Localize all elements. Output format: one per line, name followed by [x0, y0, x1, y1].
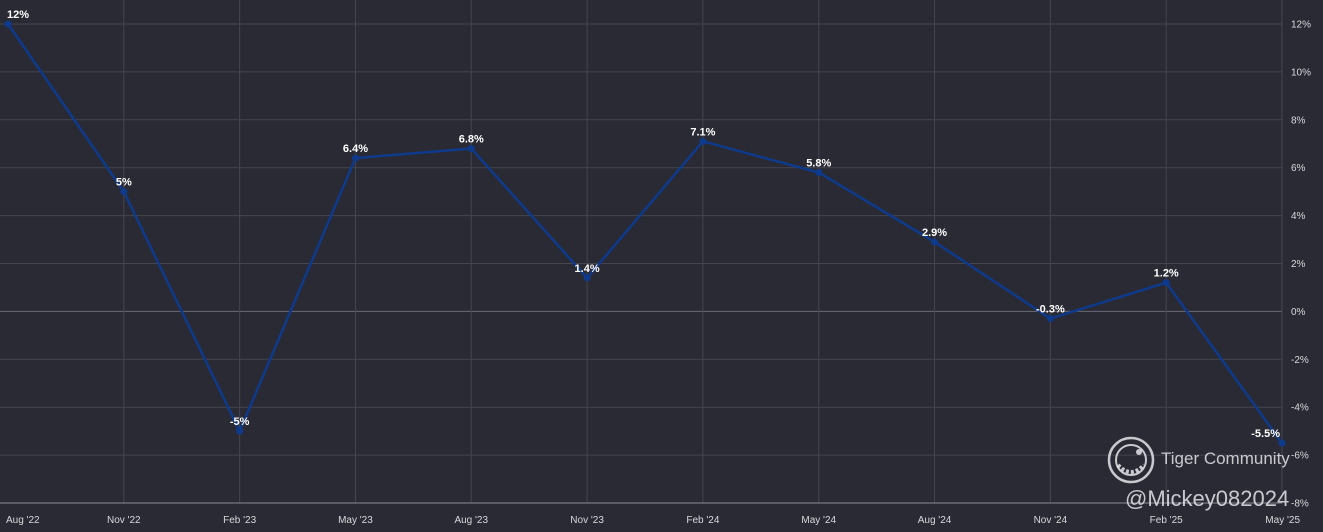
x-tick-label: Aug '22	[6, 515, 40, 526]
data-point[interactable]	[120, 188, 128, 196]
data-label: 5%	[116, 177, 132, 189]
x-tick-label: Nov '23	[570, 515, 604, 526]
data-point[interactable]	[699, 137, 707, 145]
watermark-brand: Tiger Community	[1161, 449, 1290, 468]
grid	[0, 0, 1283, 504]
series-line	[6, 23, 1284, 444]
data-label: 5.8%	[806, 157, 831, 169]
x-tick-label: May '25	[1265, 515, 1300, 526]
y-tick-label: 4%	[1291, 211, 1306, 222]
y-tick-label: 6%	[1291, 163, 1306, 174]
data-label: -5%	[230, 416, 250, 428]
x-tick-label: Aug '24	[918, 515, 952, 526]
x-tick-label: Nov '24	[1034, 515, 1068, 526]
x-tick-label: Nov '22	[107, 515, 141, 526]
x-tick-label: Feb '25	[1150, 515, 1183, 526]
y-tick-label: 12%	[1291, 20, 1311, 31]
data-point[interactable]	[351, 154, 359, 162]
data-labels: 12% 5% -5% 6.4% 6.8% 1.4% 7.1% 5.8% 2.9% -0.3% 1.2…	[7, 9, 1280, 440]
data-point[interactable]	[815, 168, 823, 176]
data-label: 6.8%	[459, 134, 484, 146]
x-tick-label: May '23	[338, 515, 373, 526]
x-tick-label: Feb '23	[223, 515, 256, 526]
data-label: 7.1%	[690, 126, 715, 138]
data-point[interactable]	[236, 427, 244, 435]
data-point[interactable]	[1046, 315, 1054, 323]
x-tick-label: May '24	[801, 515, 836, 526]
y-tick-label: -4%	[1291, 403, 1309, 414]
tiger-logo-icon	[1107, 436, 1155, 484]
data-label: -0.3%	[1036, 304, 1065, 316]
y-axis: 12% 10% 8% 6% 4% 2% 0% -2% -4% -6% -8%	[1291, 20, 1311, 510]
y-tick-label: -8%	[1291, 499, 1309, 510]
data-point[interactable]	[1162, 279, 1170, 287]
x-tick-label: Feb '24	[686, 515, 719, 526]
data-label: 6.4%	[343, 143, 368, 155]
data-label: 1.2%	[1154, 268, 1179, 280]
data-point[interactable]	[467, 145, 475, 153]
y-tick-label: 8%	[1291, 115, 1306, 126]
data-label: 1.4%	[575, 263, 600, 275]
y-tick-label: 10%	[1291, 67, 1311, 78]
y-tick-label: -6%	[1291, 451, 1309, 462]
data-label: 12%	[7, 9, 29, 21]
data-point[interactable]	[931, 238, 939, 246]
y-tick-label: 0%	[1291, 307, 1306, 318]
series	[4, 20, 1286, 447]
x-axis: Aug '22 Nov '22 Feb '23 May '23 Aug '23 Nov '…	[6, 515, 1300, 526]
data-label: -5.5%	[1251, 428, 1280, 440]
y-tick-label: 2%	[1291, 259, 1306, 270]
data-label: 2.9%	[922, 227, 947, 239]
y-tick-label: -2%	[1291, 355, 1309, 366]
data-point[interactable]	[1278, 439, 1286, 447]
data-point[interactable]	[583, 274, 591, 282]
watermark-user: @Mickey082024	[1125, 486, 1290, 511]
x-tick-label: Aug '23	[454, 515, 488, 526]
data-point[interactable]	[4, 20, 12, 28]
